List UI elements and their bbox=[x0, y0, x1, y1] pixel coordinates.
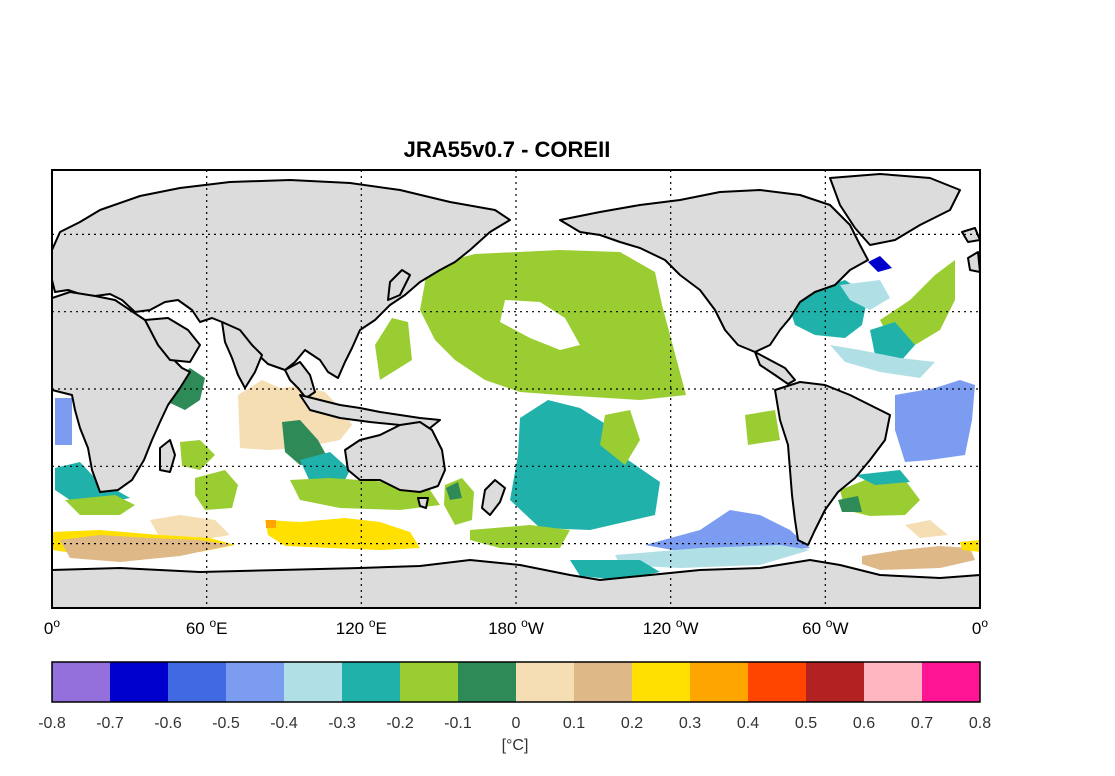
colorbar-cells bbox=[52, 662, 981, 702]
colorbar-cell bbox=[52, 662, 111, 702]
colorbar-cell bbox=[864, 662, 923, 702]
anomaly-south-pacific bbox=[510, 400, 660, 530]
anomaly-gulf-of-guinea bbox=[55, 398, 72, 445]
arabia-land bbox=[144, 317, 201, 363]
colorbar-tick-label: 0.2 bbox=[621, 715, 643, 732]
longitude-tick-label: 120 oE bbox=[336, 616, 387, 638]
colorbar-cell bbox=[110, 662, 169, 702]
central-america-land bbox=[754, 351, 796, 385]
anomaly-north-atlantic-light bbox=[840, 280, 890, 310]
anomaly-southeast-indian-dark bbox=[282, 420, 330, 465]
colorbar-tick-label: -0.5 bbox=[212, 715, 240, 732]
anomaly-north-atlantic bbox=[880, 260, 955, 345]
southeast-asia-land bbox=[284, 361, 316, 399]
india-land bbox=[221, 321, 263, 389]
colorbar-tick-labels: -0.8 -0.7 -0.6 -0.5 -0.4 -0.3 -0.2 -0.1 0 0.1 0.2 0… bbox=[38, 715, 991, 732]
colorbar-cell bbox=[748, 662, 807, 702]
colorbar-tick-label: 0.7 bbox=[911, 715, 933, 732]
colorbar-tick-label: 0 bbox=[512, 715, 521, 732]
longitude-tick-label: 0o bbox=[44, 616, 60, 638]
colorbar-tick-label: -0.1 bbox=[444, 715, 472, 732]
anomaly-tropical-atlantic bbox=[895, 380, 975, 462]
map-frame bbox=[51, 169, 981, 609]
uk-land bbox=[967, 251, 980, 273]
anomaly-tasman-dark bbox=[446, 482, 462, 500]
graticule bbox=[52, 170, 980, 608]
anomaly-mid-indian-green bbox=[195, 470, 238, 510]
colorbar-cell bbox=[690, 662, 749, 702]
longitude-tick-label: 120 oW bbox=[643, 616, 699, 638]
south-america-land bbox=[774, 381, 891, 546]
anomaly-pacific-southern-lightblue bbox=[615, 545, 810, 568]
greenland-land bbox=[829, 173, 961, 246]
colorbar-unit-label: [°C] bbox=[502, 737, 529, 754]
anomaly-south-atlantic-teal bbox=[855, 470, 910, 485]
colorbar-cell bbox=[168, 662, 227, 702]
anomaly-field bbox=[52, 250, 980, 580]
colorbar-tick-label: -0.2 bbox=[386, 715, 414, 732]
colorbar-cell bbox=[400, 662, 459, 702]
map-title: JRA55v0.7 - COREII bbox=[404, 137, 611, 162]
colorbar-cell bbox=[284, 662, 343, 702]
colorbar-tick-label: 0.4 bbox=[737, 715, 759, 732]
colorbar-tick-label: 0.6 bbox=[853, 715, 875, 732]
anomaly-southern-ocean-cream-east bbox=[905, 520, 948, 538]
map-panel bbox=[52, 170, 980, 608]
anomaly-southern-ocean-tan-east bbox=[862, 546, 975, 570]
colorbar-tick-label: -0.6 bbox=[154, 715, 182, 732]
anomaly-east-pacific bbox=[745, 410, 780, 445]
colorbar-tick-label: -0.3 bbox=[328, 715, 356, 732]
colorbar: -0.8 -0.7 -0.6 -0.5 -0.4 -0.3 -0.2 -0.1 0 0.1 0.2 0… bbox=[38, 661, 991, 754]
anomaly-north-atlantic-teal bbox=[870, 322, 915, 362]
colorbar-cell bbox=[632, 662, 691, 702]
colorbar-cell bbox=[458, 662, 517, 702]
tasmania-land bbox=[417, 497, 429, 509]
colorbar-cell bbox=[922, 662, 981, 702]
anomaly-southern-ocean-orange bbox=[266, 520, 276, 528]
iceland-land bbox=[961, 227, 980, 243]
longitude-tick-labels: 0o 60 oE 120 oE 180 oW 120 oW 60 oW 0o bbox=[44, 616, 988, 638]
longitude-tick-label: 60 oE bbox=[186, 616, 228, 638]
indonesia-land bbox=[299, 394, 441, 429]
anomaly-pacific-southern-teal bbox=[570, 560, 660, 580]
anomaly-pacific-southern-blue bbox=[645, 510, 810, 555]
colorbar-cell bbox=[806, 662, 865, 702]
longitude-tick-label: 0o bbox=[972, 616, 988, 638]
anomaly-south-pacific-lowlat bbox=[470, 525, 570, 548]
longitude-tick-label: 60 oW bbox=[802, 616, 848, 638]
anomaly-southern-ocean-cream bbox=[150, 515, 230, 540]
colorbar-cell bbox=[342, 662, 401, 702]
anomaly-caribbean-lightblue bbox=[830, 345, 935, 378]
anomaly-agulhas-teal bbox=[55, 462, 130, 502]
anomaly-west-pacific-warm-pool bbox=[375, 318, 412, 380]
colorbar-tick-label: 0.5 bbox=[795, 715, 817, 732]
colorbar-cell bbox=[226, 662, 285, 702]
colorbar-tick-label: -0.4 bbox=[270, 715, 298, 732]
new-zealand-land bbox=[481, 479, 506, 516]
japan-land bbox=[387, 269, 411, 301]
anomaly-southern-ocean-tan-atlantic bbox=[60, 535, 232, 562]
anomaly-tropical-pacific bbox=[600, 410, 640, 465]
anomaly-south-atlantic-dark bbox=[838, 496, 862, 512]
colorbar-tick-label: -0.8 bbox=[38, 715, 66, 732]
anomaly-labrador bbox=[868, 256, 892, 272]
colorbar-tick-label: 0.1 bbox=[563, 715, 585, 732]
australia-land bbox=[344, 421, 446, 493]
anomaly-agulhas-green bbox=[65, 495, 135, 515]
anomaly-indian-ocean-cream bbox=[238, 380, 352, 450]
anomaly-southeast-indian-teal bbox=[300, 452, 350, 482]
colorbar-cell bbox=[516, 662, 575, 702]
colorbar-tick-label: -0.7 bbox=[96, 715, 124, 732]
longitude-tick-label: 180 oW bbox=[488, 616, 544, 638]
anomaly-southern-ocean-yellow-indian bbox=[265, 518, 420, 550]
anomaly-arabian-sea bbox=[168, 368, 205, 410]
colorbar-frame bbox=[51, 661, 981, 703]
colorbar-tick-label: 0.8 bbox=[969, 715, 991, 732]
colorbar-tick-label: 0.3 bbox=[679, 715, 701, 732]
anomaly-north-pacific-gap bbox=[500, 300, 580, 350]
colorbar-cell bbox=[574, 662, 633, 702]
